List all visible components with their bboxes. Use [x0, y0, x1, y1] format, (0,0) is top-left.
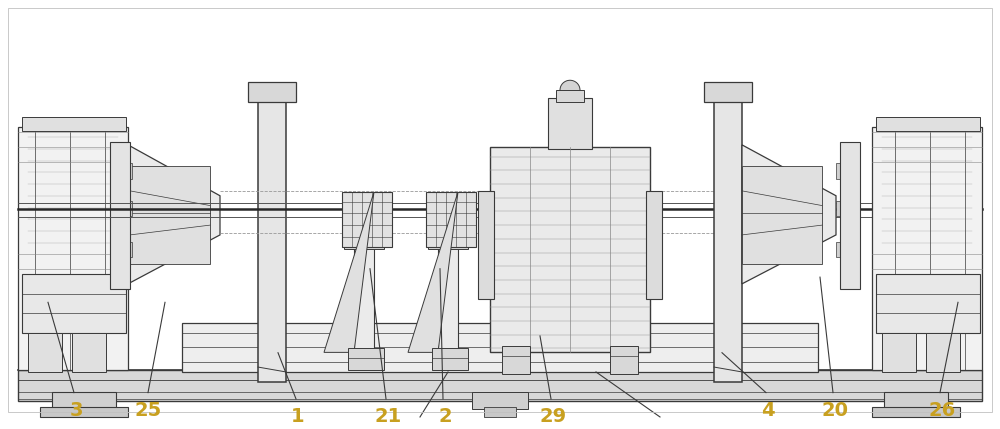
Bar [348, 348, 384, 370]
Bar [548, 98, 592, 149]
Bar [344, 239, 384, 249]
Circle shape [36, 234, 68, 265]
Circle shape [36, 195, 68, 226]
Circle shape [932, 195, 964, 226]
Bar [872, 407, 960, 417]
Polygon shape [324, 192, 374, 352]
Polygon shape [408, 192, 458, 352]
Circle shape [932, 156, 964, 187]
Text: 4: 4 [761, 401, 775, 420]
Bar [714, 88, 742, 382]
Bar [130, 166, 210, 264]
Text: 1: 1 [291, 407, 305, 426]
Bar [840, 142, 860, 289]
Text: 25: 25 [134, 401, 162, 420]
Bar [428, 239, 468, 249]
Text: 20: 20 [822, 401, 848, 420]
Bar [120, 201, 132, 216]
Text: 2: 2 [438, 407, 452, 426]
Bar [72, 333, 106, 372]
Bar [120, 163, 132, 179]
Bar [836, 201, 848, 216]
Circle shape [932, 234, 964, 265]
Bar [836, 163, 848, 179]
Bar [556, 90, 584, 102]
Bar [646, 191, 662, 299]
Polygon shape [742, 145, 836, 284]
Bar [342, 192, 392, 247]
Bar [742, 166, 822, 264]
Bar [438, 245, 458, 352]
Bar [502, 347, 530, 374]
Bar [876, 118, 980, 131]
Circle shape [560, 80, 580, 100]
Bar [444, 229, 452, 243]
Text: 3: 3 [69, 401, 83, 420]
Bar [110, 142, 130, 289]
Bar [836, 242, 848, 257]
Bar [248, 82, 296, 102]
Bar [876, 274, 980, 333]
Bar [704, 82, 752, 102]
Ellipse shape [520, 331, 620, 370]
Bar [882, 333, 916, 372]
Bar [484, 407, 516, 417]
Bar [18, 370, 982, 401]
Text: 26: 26 [928, 401, 956, 420]
Bar [610, 347, 638, 374]
Bar [472, 392, 528, 409]
Bar [182, 323, 818, 372]
Bar [926, 333, 960, 372]
Polygon shape [128, 145, 220, 284]
Bar [426, 192, 476, 247]
Bar [258, 88, 286, 382]
Bar [52, 392, 116, 411]
Bar [432, 348, 468, 370]
Bar [22, 118, 126, 131]
Bar [884, 392, 948, 411]
Bar [18, 127, 128, 370]
Bar [360, 229, 368, 243]
Bar [354, 245, 374, 352]
Text: 29: 29 [539, 407, 567, 426]
Bar [478, 191, 494, 299]
Text: 21: 21 [374, 407, 402, 426]
Circle shape [36, 156, 68, 187]
Bar [22, 274, 126, 333]
Bar [40, 407, 128, 417]
Bar [120, 242, 132, 257]
Bar [28, 333, 62, 372]
Bar [490, 147, 650, 352]
Bar [872, 127, 982, 370]
